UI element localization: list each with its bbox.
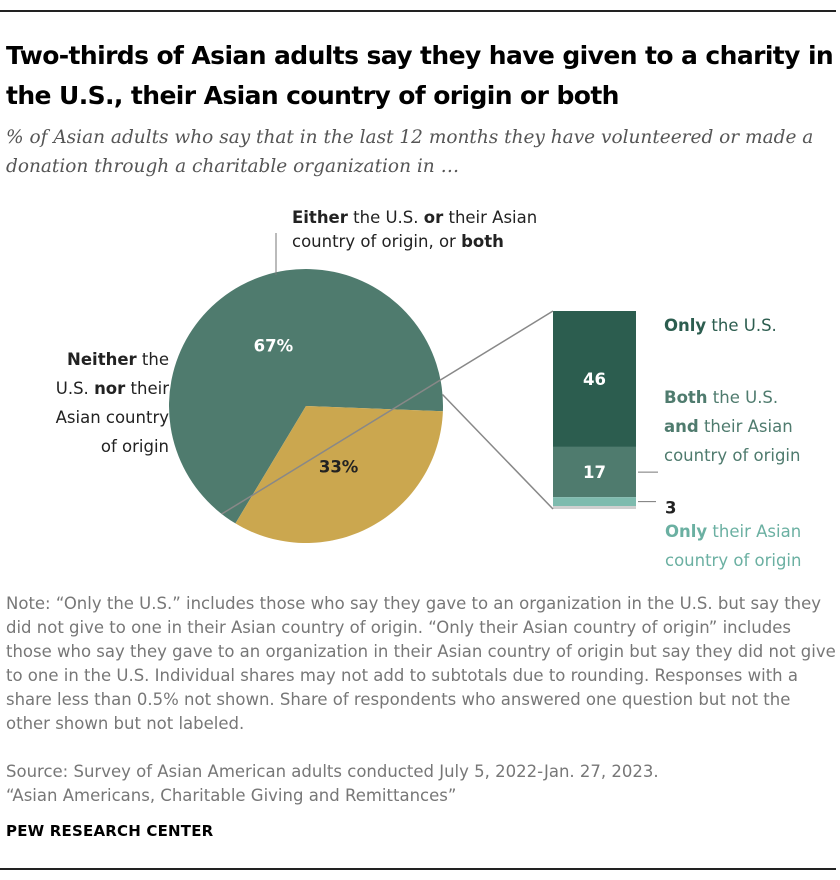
pie-annotation-either-run: the U.S. [348,208,424,227]
segment-annotation-only-us-run: Only [664,316,706,335]
pie-annotation-either-run: or [424,208,444,227]
breakdown-bar-segment [553,506,636,509]
pie-annotation-neither-run: Asian country [56,408,170,427]
segment-annotation-only-origin-run: Only [665,522,707,541]
chart-subtitle: % of Asian adults who say that in the la… [6,127,814,177]
breakdown-bar-segment [553,311,636,447]
pie-slice-label: 33% [319,457,359,476]
segment-annotation-both: Both the U.S. and their Asian country of o… [664,388,800,465]
segment-annotation-only-us: Only the U.S. [664,316,777,335]
breakdown-bar-segment [553,497,636,507]
top-rule [0,10,836,12]
segment-value-only-origin: 3 [665,499,676,518]
pie-annotation-neither-run: nor [94,379,126,398]
chart: 67% 33% Either the U.S. or their Asian coun… [56,208,802,570]
pie-annotation-neither-run: their [125,379,169,398]
pie-annotation-either: Either the U.S. or their Asian country of… [292,208,537,251]
pie-annotation-neither-run: of origin [101,437,169,456]
report-title: “Asian Americans, Charitable Giving and … [6,786,457,805]
breakdown-segment-label: 46 [583,370,606,389]
segment-annotation-both-run: country of origin [664,446,800,465]
pew-logo: PEW RESEARCH CENTER [6,822,214,840]
pie-slice [235,406,443,543]
breakdown-segment-label: 17 [583,463,606,482]
pie-annotation-either-run: Either [292,208,349,227]
segment-annotation-only-origin: Only their Asian country of origin [665,522,801,570]
segment-annotation-both-run: and [664,417,699,436]
connector-line-top [221,310,554,515]
chart-note: Note: “Only the U.S.” includes those who… [6,594,836,733]
pie-slice-label: 67% [254,337,294,356]
breakdown-bar-segment [553,446,636,498]
segment-annotation-both-run: Both [664,388,708,407]
chart-title: Two-thirds of Asian adults say they have… [6,41,834,110]
pie-annotation-either-run: their Asian [443,208,537,227]
chart-source: Source: Survey of Asian American adults … [6,762,659,781]
segment-annotation-only-origin-run: their Asian [707,522,801,541]
pie-annotation-neither-run: Neither [67,350,137,369]
bottom-rule [0,868,836,870]
connector-line-bottom [441,393,554,510]
pie-annotation-neither-run: the [137,350,169,369]
pie-annotation-neither-run: U.S. [56,379,94,398]
pie-annotation-either-run: both [461,232,504,251]
segment-annotation-only-us-run: the U.S. [706,316,777,335]
pie-annotation-neither: Neither the U.S. nor their Asian country of… [56,350,170,456]
pie-annotation-either-run: country of origin, or [292,232,461,251]
pie-slice [169,268,444,524]
segment-annotation-both-run: their Asian [699,417,793,436]
segment-annotation-both-run: the U.S. [708,388,779,407]
segment-annotation-only-origin-run: country of origin [665,551,801,570]
